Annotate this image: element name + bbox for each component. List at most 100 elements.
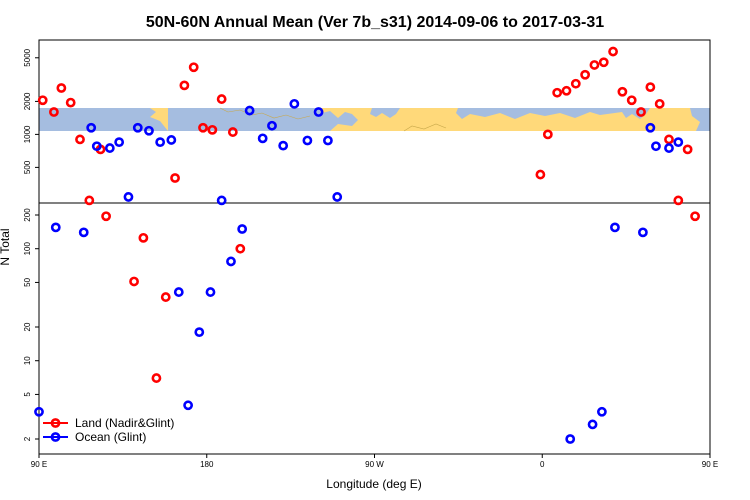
ocean-point — [166, 135, 177, 145]
land-point — [216, 94, 227, 104]
land-point — [235, 243, 246, 254]
land-point — [608, 46, 618, 57]
x-axis: 90 E 180 90 W 0 90 E — [31, 454, 718, 469]
land-point — [65, 97, 76, 108]
ocean-point — [332, 192, 343, 202]
ocean-point — [244, 105, 255, 116]
ocean-point — [278, 140, 289, 151]
land-point — [227, 127, 238, 137]
y-tick-label: 5000 — [23, 48, 32, 66]
plot-area — [38, 39, 711, 455]
y-tick-label: 1000 — [23, 125, 32, 143]
land-point — [654, 98, 665, 109]
y-tick-label: 500 — [23, 160, 32, 174]
legend-entry-land: Land (Nadir&Glint) — [43, 416, 174, 430]
y-axis-label: N Total — [0, 228, 12, 265]
land-point — [690, 211, 700, 222]
land-point — [570, 78, 581, 89]
legend-land-label: Land (Nadir&Glint) — [75, 416, 174, 430]
ocean-point — [673, 137, 684, 148]
land-point — [170, 173, 180, 183]
land-point — [84, 195, 95, 206]
ocean-point — [302, 135, 313, 146]
ocean-point — [587, 419, 598, 430]
legend-ocean-label: Ocean (Glint) — [75, 430, 146, 444]
legend-ocean-marker — [50, 432, 61, 442]
y-axis: 500 1000 2000 5000 2 5 10 20 50 100 200 — [23, 48, 39, 441]
y-tick-label: 5 — [23, 392, 32, 397]
ocean-point — [114, 137, 125, 148]
legend: Land (Nadir&Glint) Ocean (Glint) — [43, 416, 174, 444]
ocean-point — [132, 122, 143, 133]
ocean-point — [237, 224, 248, 234]
ocean-point — [173, 287, 184, 297]
land-point — [101, 211, 111, 222]
land-point — [626, 95, 637, 106]
y-tick-label: 200 — [23, 208, 32, 222]
ocean-point — [664, 143, 674, 153]
land-point — [37, 95, 48, 106]
ocean-point — [50, 222, 61, 233]
ocean-point — [194, 327, 205, 338]
y-tick-label: 10 — [23, 356, 32, 365]
ocean-point — [257, 133, 268, 144]
ocean-point — [155, 137, 166, 148]
ocean-point — [91, 141, 102, 152]
land-point — [542, 129, 553, 140]
ocean-point — [610, 222, 620, 233]
ocean-point — [144, 125, 154, 136]
land-point — [75, 134, 85, 145]
legend-land-marker — [50, 418, 61, 428]
y-tick-label: 20 — [23, 322, 32, 331]
ocean-point — [216, 195, 227, 206]
ocean-point — [645, 122, 656, 133]
y-tick-label: 2 — [23, 436, 32, 441]
series-land — [37, 46, 700, 383]
land-point — [617, 86, 628, 97]
chart-title: 50N-60N Annual Mean (Ver 7b_s31) 2014-09… — [146, 14, 604, 31]
ocean-point — [86, 122, 97, 133]
ocean-point — [651, 141, 661, 152]
ocean-point — [638, 227, 648, 238]
y-tick-label: 2000 — [23, 92, 32, 110]
land-point — [645, 82, 656, 93]
land-point — [682, 144, 693, 155]
x-tick-label: 0 — [540, 460, 545, 469]
ocean-point — [565, 434, 576, 444]
ocean-point — [267, 120, 277, 131]
series-ocean — [34, 98, 684, 444]
ocean-point — [78, 227, 89, 238]
land-point — [129, 276, 139, 287]
y-tick-label: 100 — [23, 241, 32, 255]
land-point — [636, 107, 646, 117]
land-point — [49, 107, 59, 117]
ocean-point — [104, 143, 115, 153]
ocean-point — [123, 192, 134, 202]
map-strip-ocean — [39, 108, 710, 131]
land-point — [580, 69, 591, 80]
plot-frame — [38, 39, 711, 455]
land-point — [198, 122, 208, 133]
land-point — [56, 83, 67, 93]
land-point — [589, 60, 600, 70]
land-point — [535, 169, 546, 180]
legend-entry-ocean: Ocean (Glint) — [43, 430, 146, 444]
x-tick-label: 90 E — [702, 460, 718, 469]
series-layer — [34, 46, 700, 444]
land-point — [188, 62, 199, 73]
land-point — [151, 373, 162, 383]
ocean-point — [34, 406, 44, 417]
ocean-point — [313, 107, 324, 117]
x-axis-label: Longitude (deg E) — [326, 477, 421, 491]
ocean-point — [596, 406, 607, 417]
land-point — [598, 57, 609, 68]
ocean-point — [323, 135, 333, 146]
land-point — [561, 85, 572, 96]
x-tick-label: 180 — [200, 460, 214, 469]
ocean-point — [226, 256, 236, 267]
land-point — [664, 134, 674, 145]
land-point — [179, 80, 190, 91]
ocean-point — [205, 287, 216, 297]
x-tick-label: 90 W — [365, 460, 384, 469]
